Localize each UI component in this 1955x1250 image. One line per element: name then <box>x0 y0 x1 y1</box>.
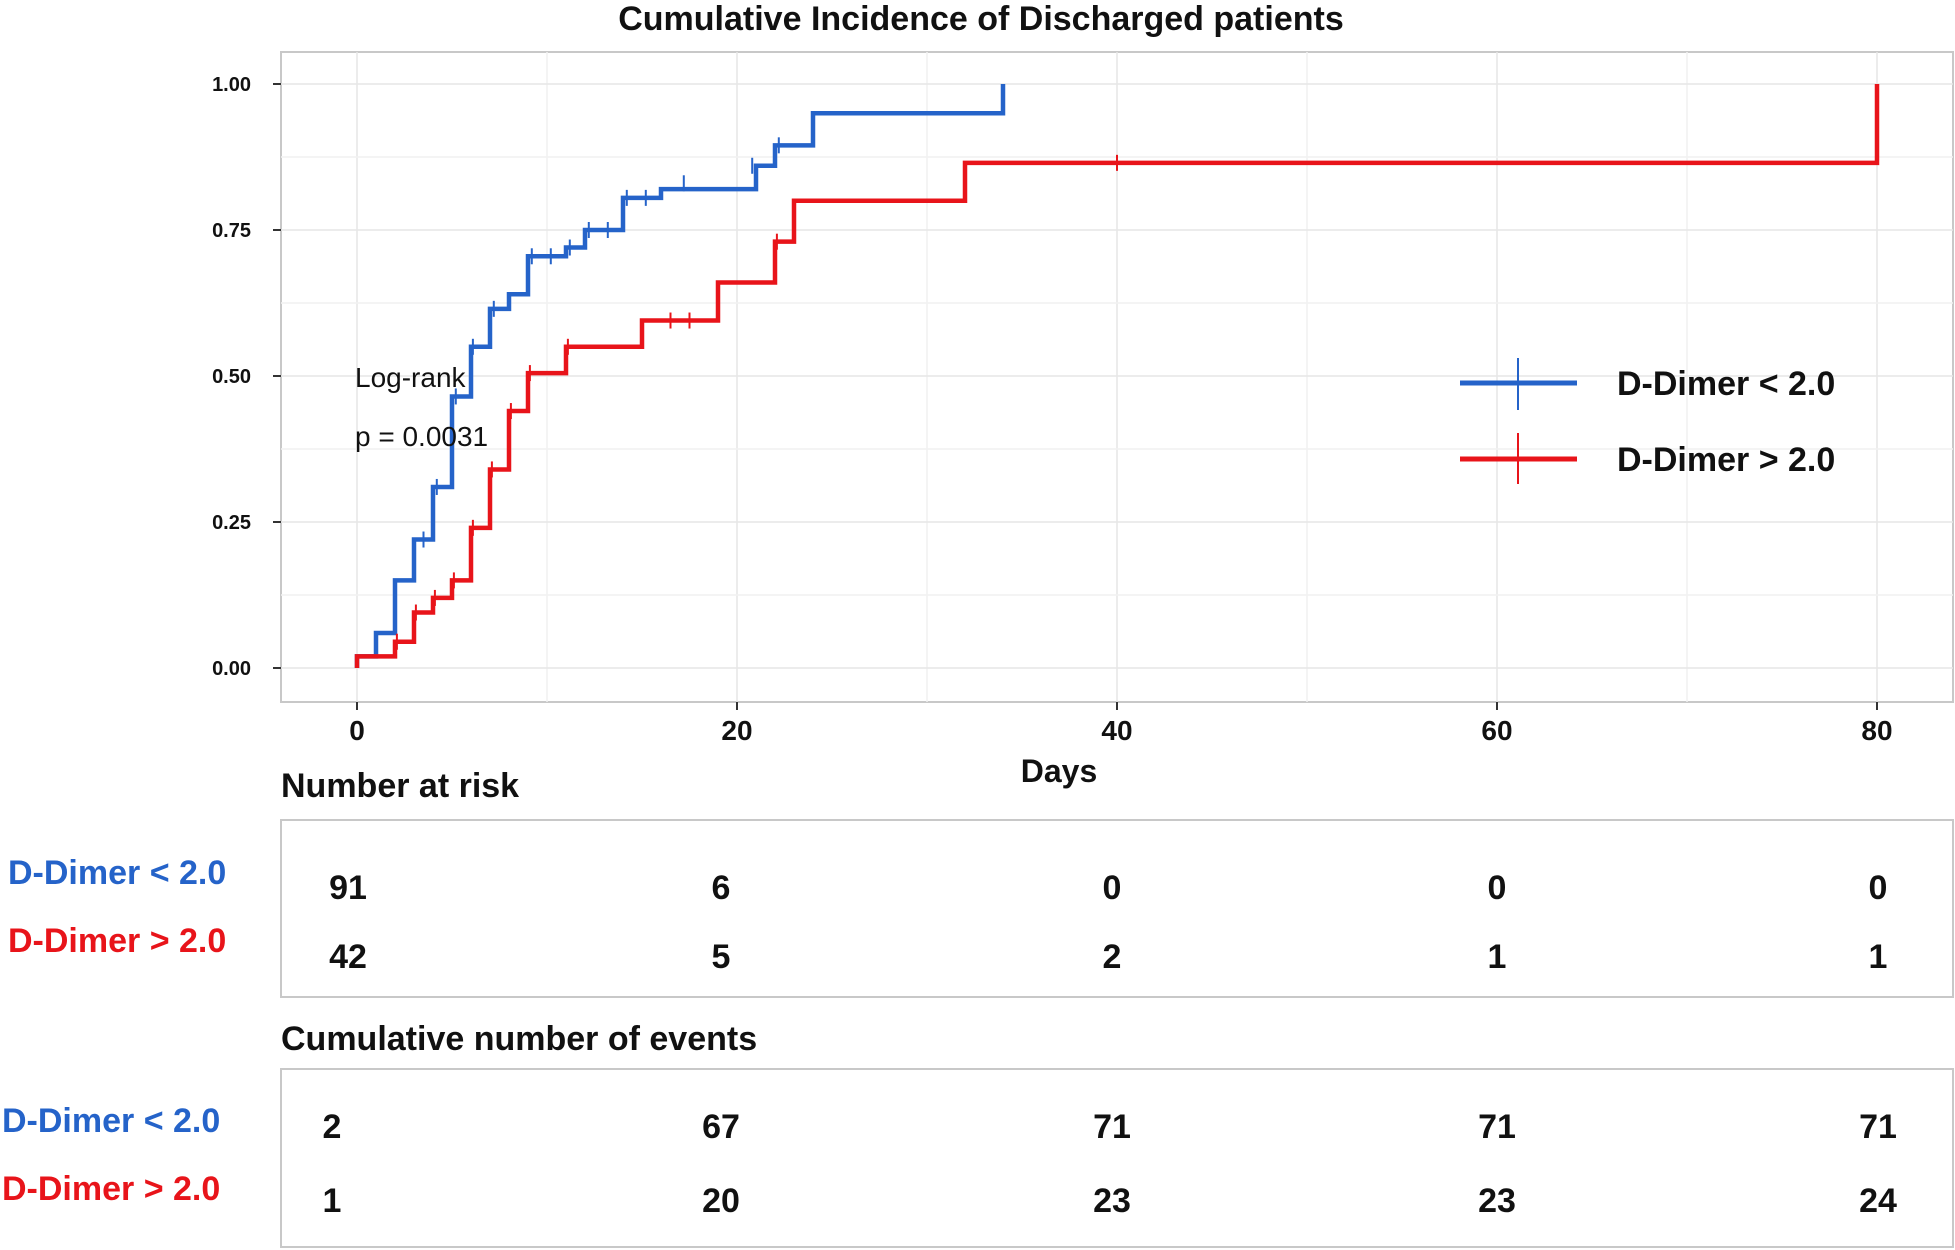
events-row-label-low: D-Dimer < 2.0 <box>2 1102 220 1140</box>
events-table-cells: 2 67 71 71 71 1 20 23 23 24 <box>323 1108 1897 1220</box>
legend-label-low: D-Dimer < 2.0 <box>1617 365 1835 403</box>
table-cell: 71 <box>1093 1108 1131 1146</box>
series-group <box>354 84 1880 668</box>
table-cell: 0 <box>1488 869 1507 907</box>
y-tick-label: 0.25 <box>212 512 251 534</box>
events-row-label-high: D-Dimer > 2.0 <box>2 1170 220 1208</box>
risk-row-label-low: D-Dimer < 2.0 <box>8 854 226 892</box>
risk-table-title: Number at risk <box>281 767 519 805</box>
table-cell: 71 <box>1478 1108 1516 1146</box>
table-cell: 42 <box>329 938 367 976</box>
x-tick-label: 80 <box>1861 715 1892 746</box>
y-tick-label: 0.50 <box>212 366 251 388</box>
events-table-frame <box>280 1068 1954 1248</box>
events-table-title: Cumulative number of events <box>281 1020 757 1058</box>
table-cell: 0 <box>1869 869 1888 907</box>
table-cell: 2 <box>323 1108 342 1146</box>
table-cell: 1 <box>1869 938 1888 976</box>
p-value-label: p = 0.0031 <box>355 421 488 452</box>
chart-title: Cumulative Incidence of Discharged patie… <box>618 0 1344 38</box>
table-cell: 20 <box>702 1182 740 1220</box>
x-tick-label: 60 <box>1481 715 1512 746</box>
table-cell: 67 <box>702 1108 740 1146</box>
x-axis-label: Days <box>1021 753 1098 789</box>
table-cell: 1 <box>1488 938 1507 976</box>
series-line-ddimer-low <box>354 84 1006 668</box>
x-tick-label: 20 <box>721 715 752 746</box>
table-cell: 23 <box>1093 1182 1131 1220</box>
y-tick-label: 0.75 <box>212 220 251 242</box>
legend-label-high: D-Dimer > 2.0 <box>1617 441 1835 479</box>
legend: D-Dimer < 2.0 D-Dimer > 2.0 <box>1460 358 1835 484</box>
table-cell: 91 <box>329 869 367 907</box>
x-axis: 0 20 40 60 80 <box>349 702 1893 746</box>
y-tick-label: 1.00 <box>212 74 251 96</box>
risk-row-label-high: D-Dimer > 2.0 <box>8 922 226 960</box>
logrank-label: Log-rank <box>355 362 467 393</box>
table-cell: 24 <box>1859 1182 1897 1220</box>
table-cell: 5 <box>712 938 731 976</box>
table-cell: 0 <box>1103 869 1122 907</box>
risk-table-frame <box>280 819 1954 998</box>
table-cell: 71 <box>1859 1108 1897 1146</box>
x-tick-label: 0 <box>349 715 365 746</box>
table-cell: 23 <box>1478 1182 1516 1220</box>
plot-area: 0.000.250.500.751.00 0 20 40 60 80 Log-rank … <box>212 51 1954 746</box>
series-line-ddimer-high <box>354 84 1880 668</box>
y-axis: 0.00 0.25 0.50 0.75 1.00 <box>212 74 281 680</box>
table-cell: 2 <box>1103 938 1122 976</box>
x-tick-label: 40 <box>1101 715 1132 746</box>
risk-table-cells: 91 6 0 0 0 42 5 2 1 1 <box>329 869 1887 976</box>
y-tick-label: 0.00 <box>212 658 251 680</box>
table-cell: 6 <box>712 869 731 907</box>
table-cell: 1 <box>323 1182 342 1220</box>
